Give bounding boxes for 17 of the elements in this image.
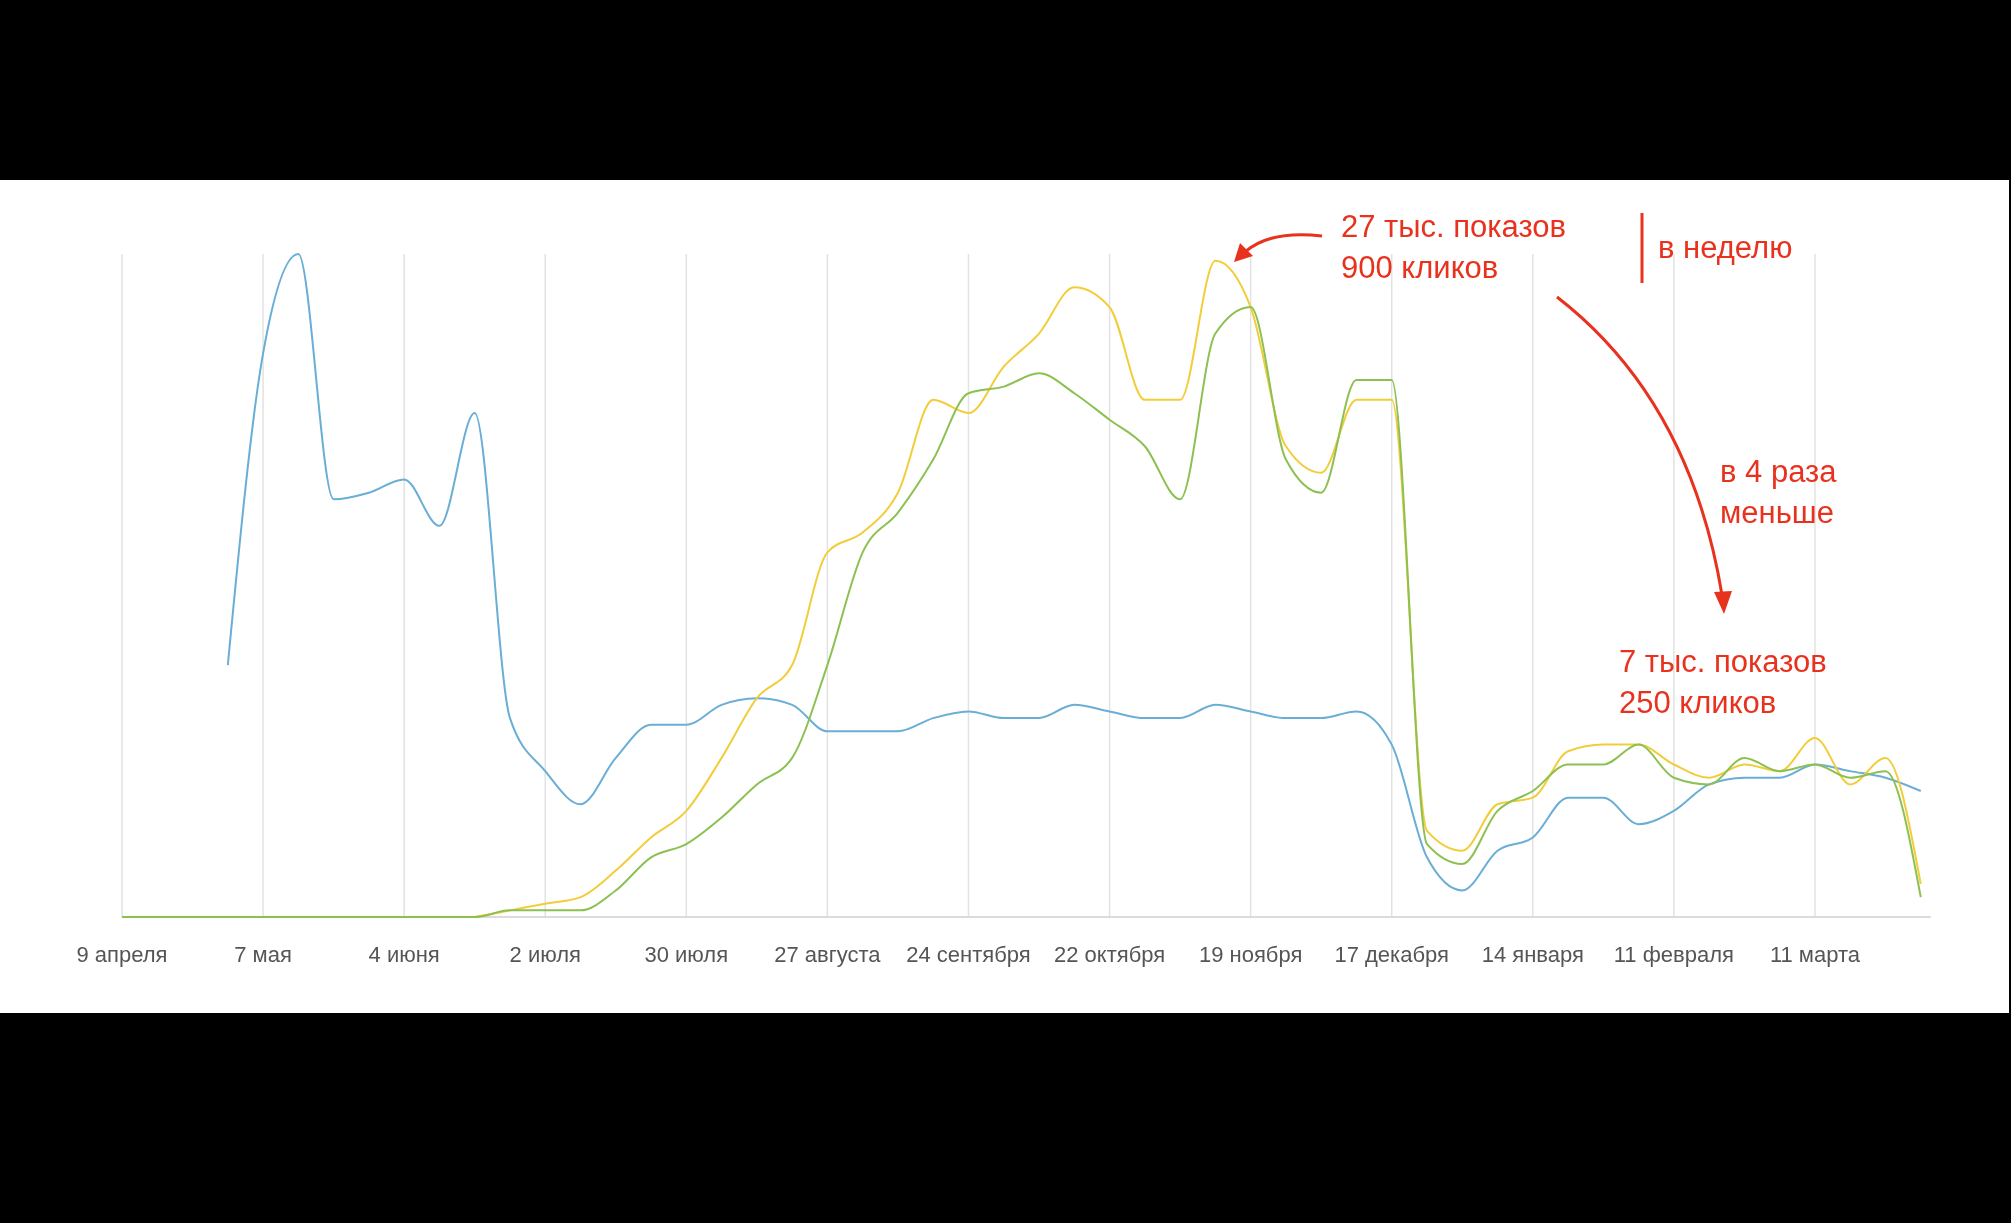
x-tick-label: 22 октября [1053, 942, 1166, 967]
x-tick-label: 7 мая [234, 942, 292, 967]
x-tick-label: 24 сентября [906, 942, 1031, 967]
x-tick-label: 11 февраля [1613, 942, 1734, 967]
annotation: в неделю [1658, 230, 1793, 265]
x-tick-label: 11 марта [1769, 942, 1861, 967]
x-tick-label: 30 июля [644, 942, 729, 967]
x-tick-label: 9 апреля [76, 942, 168, 967]
x-tick-label: 19 ноября [1198, 942, 1303, 967]
annotation: 27 тыс. показов 900 кликов [1341, 209, 1567, 285]
x-tick-label: 17 декабря [1334, 942, 1449, 967]
x-tick-label: 4 июня [368, 942, 440, 967]
annotation: в 4 раза меньше [1720, 454, 1838, 530]
x-tick-label: 2 июля [509, 942, 581, 967]
x-tick-label: 27 августа [774, 942, 882, 967]
x-tick-label: 14 января [1481, 942, 1584, 967]
annotation: 7 тыс. показов 250 кликов [1619, 644, 1827, 720]
